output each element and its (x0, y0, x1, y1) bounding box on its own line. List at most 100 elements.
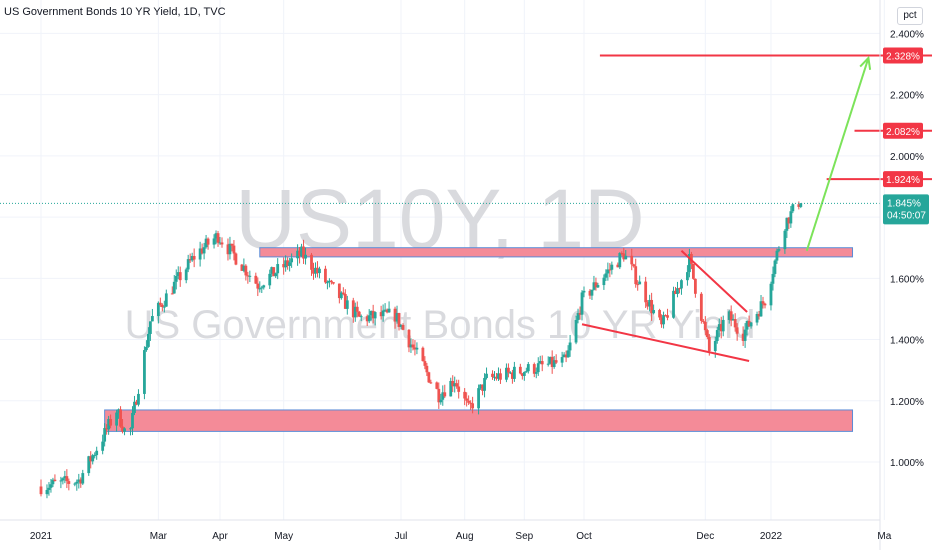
candle-body (148, 321, 152, 334)
candle-body (248, 275, 252, 277)
candle-body (699, 293, 703, 321)
candle-body (407, 329, 411, 348)
candle-body (272, 267, 276, 277)
candle (411, 339, 415, 351)
candle (735, 323, 739, 341)
candle-body (147, 333, 150, 347)
candle (532, 362, 536, 378)
candle (158, 297, 162, 307)
candle-body (707, 337, 711, 352)
candle (53, 474, 57, 482)
candle-body (578, 313, 582, 315)
candle-body (457, 386, 461, 392)
candle-body (260, 287, 264, 289)
candle-body (423, 361, 427, 366)
candle (135, 399, 138, 406)
price-tag-1: 2.328% (883, 47, 923, 64)
candle-body (546, 363, 550, 365)
candle (109, 414, 113, 429)
y-tick-label: 1.200% (890, 397, 924, 408)
candle (329, 279, 333, 285)
candle (401, 323, 405, 331)
candle-body (564, 354, 568, 358)
candle (184, 267, 188, 284)
candle-body (676, 288, 679, 294)
candle (485, 367, 488, 380)
candle (304, 247, 307, 265)
candle (415, 342, 419, 355)
candle-body (441, 392, 445, 400)
watermark-description: US Government Bonds 10 YR Yield (125, 303, 756, 347)
x-tick-label: Apr (212, 531, 228, 542)
candle-body (286, 260, 290, 266)
candle-body (387, 308, 391, 313)
candle (441, 385, 445, 406)
candle-body (240, 264, 244, 271)
candle-body (164, 293, 168, 307)
candle (481, 384, 484, 396)
candle-body (608, 269, 612, 271)
candle (345, 295, 349, 315)
candle (324, 265, 327, 284)
x-tick-label: Sep (515, 531, 533, 542)
candle-body (646, 302, 650, 307)
candle-body (160, 304, 164, 308)
candle-body (743, 329, 747, 341)
candle (147, 327, 150, 348)
candle-body (775, 250, 779, 261)
candle-body (47, 487, 51, 490)
candle-body (192, 256, 196, 260)
candle (73, 482, 77, 487)
candle-body (721, 319, 725, 332)
candle-body (451, 380, 455, 387)
candle (636, 280, 640, 291)
candle-body (145, 346, 148, 351)
candle (540, 355, 544, 372)
candle-body (45, 489, 49, 495)
candle-body (757, 313, 761, 317)
candle-body (731, 319, 735, 321)
candle (564, 350, 568, 363)
unit-toggle-button[interactable]: pct (897, 7, 923, 25)
candle-body (588, 290, 592, 296)
candle-body (413, 347, 417, 350)
candle-body (202, 247, 206, 254)
candle-body (785, 217, 789, 231)
candle-body (427, 372, 431, 383)
price-tag-label: 1.924% (886, 175, 920, 186)
candle-body (606, 269, 610, 274)
candle-body (479, 384, 482, 389)
candle (298, 247, 301, 264)
y-tick-label: 1.000% (890, 458, 924, 469)
candle (425, 362, 429, 377)
candle-body (212, 238, 216, 245)
candle (145, 340, 148, 352)
candle (618, 252, 622, 270)
candle-body (771, 273, 775, 284)
candle-body (493, 376, 496, 378)
candle-body (268, 273, 272, 286)
candle-body (763, 303, 767, 306)
candle-body (73, 483, 77, 485)
candle (552, 355, 556, 369)
candle-body (131, 412, 134, 429)
candle-body (552, 360, 556, 367)
candle-body (282, 264, 286, 268)
candle-body (610, 264, 614, 270)
x-tick-label: Jul (395, 531, 408, 542)
candle (439, 393, 443, 405)
candle (115, 409, 118, 432)
x-tick-label: Aug (456, 531, 474, 542)
candle (343, 289, 347, 309)
candle (664, 314, 667, 317)
candle-body (644, 281, 648, 303)
candle-body (630, 255, 634, 265)
candle-body (463, 391, 467, 399)
candle-body (789, 211, 793, 224)
candle-body (172, 281, 176, 294)
candle (644, 276, 648, 309)
candle (693, 278, 697, 298)
candle (260, 285, 264, 293)
candle-body (220, 242, 224, 245)
